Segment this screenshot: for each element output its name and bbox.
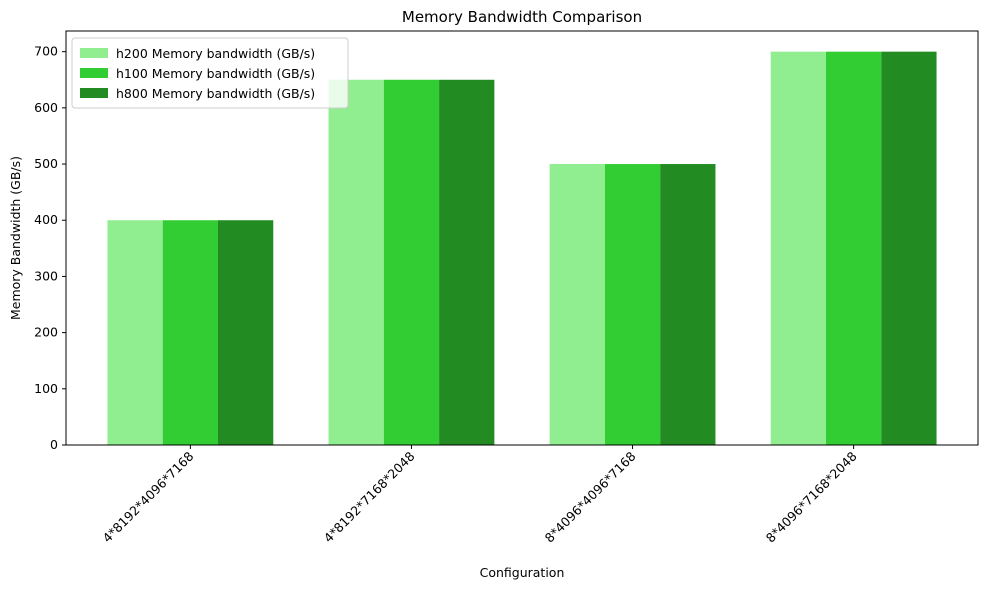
bar <box>328 79 384 445</box>
y-tick-label: 100 <box>34 381 58 396</box>
bar <box>881 51 937 446</box>
bar <box>826 51 882 446</box>
legend-swatch <box>80 88 108 98</box>
legend-swatch <box>80 48 108 58</box>
bar <box>660 164 716 446</box>
legend-box <box>71 37 349 109</box>
y-tick-label: 700 <box>34 44 58 59</box>
bar <box>162 220 218 445</box>
y-tick-label: 200 <box>34 325 58 340</box>
legend-label: h200 Memory bandwidth (GB/s) <box>116 46 315 61</box>
x-tick-label: 4*8192*7168*2048 <box>321 448 418 545</box>
y-tick-label: 0 <box>50 437 58 452</box>
x-axis-label: Configuration <box>480 565 565 580</box>
plot-frame <box>65 30 979 446</box>
legend-swatch <box>80 68 108 78</box>
bar <box>770 51 826 446</box>
x-tick-label: 4*8192*4096*7168 <box>100 448 197 545</box>
bar <box>439 79 495 445</box>
bar <box>218 220 274 445</box>
y-tick-label: 500 <box>34 156 58 171</box>
legend-label: h100 Memory bandwidth (GB/s) <box>116 66 315 81</box>
legend-label: h800 Memory bandwidth (GB/s) <box>116 86 315 101</box>
bar <box>383 79 440 445</box>
bar <box>549 164 605 446</box>
bar <box>107 220 163 445</box>
x-tick-label: 8*4096*4096*7168 <box>542 448 639 545</box>
x-tick-label: 8*4096*7168*2048 <box>763 448 860 545</box>
y-tick-label: 400 <box>34 212 58 227</box>
y-tick-label: 300 <box>34 268 58 283</box>
bar <box>604 164 661 446</box>
chart-title: Memory Bandwidth Comparison <box>402 8 642 26</box>
y-tick-label: 600 <box>34 100 58 115</box>
y-axis-label: Memory Bandwidth (GB/s) <box>8 156 23 320</box>
